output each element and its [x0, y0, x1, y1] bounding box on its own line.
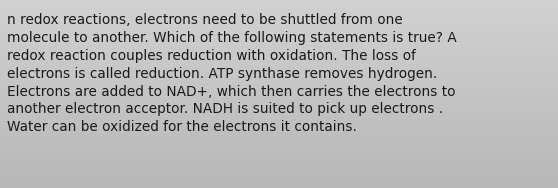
Text: n redox reactions, electrons need to be shuttled from one
molecule to another. W: n redox reactions, electrons need to be … — [7, 13, 456, 134]
